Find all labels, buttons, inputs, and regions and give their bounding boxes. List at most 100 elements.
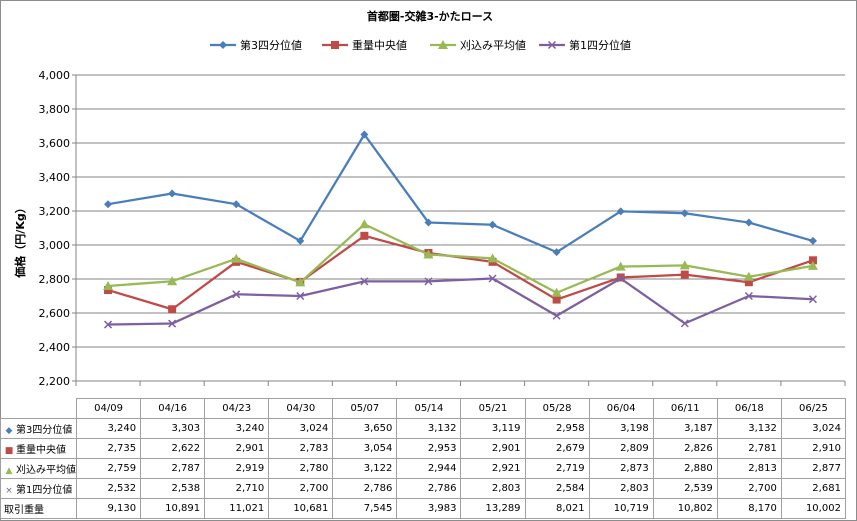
table-category-cell: 04/30	[268, 398, 334, 419]
table-value-cell: 3,024	[780, 418, 846, 439]
series-4	[104, 274, 817, 329]
data-point	[424, 218, 433, 227]
table-value-cell: 3,650	[332, 418, 398, 439]
data-point	[296, 291, 305, 301]
table-value-cell: 2,783	[268, 438, 334, 459]
y-tick-label: 2,800	[39, 273, 71, 286]
legend-marker	[547, 40, 557, 50]
legend-item: 重量中央値	[322, 38, 407, 52]
legend-key-icon: ▲	[5, 466, 13, 476]
series-line	[107, 223, 814, 294]
data-point	[552, 311, 561, 320]
data-point	[360, 231, 369, 240]
data-point	[680, 270, 689, 279]
y-tick-label: 4,000	[39, 69, 71, 82]
table-value-cell: 2,880	[652, 458, 718, 479]
y-tick-labels: 2,200 2,400 2,600 2,800 3,000 3,200 3,400 3,600…	[39, 69, 71, 388]
data-point	[744, 278, 753, 287]
table-value-cell: 3,983	[396, 498, 462, 519]
table-value-cell: 2,538	[140, 478, 206, 499]
data-point	[296, 236, 305, 245]
series-line	[107, 234, 814, 311]
legend-marker	[331, 41, 339, 49]
table-value-cell: 2,679	[524, 438, 590, 459]
table-header-row: 04/09 04/16 04/23 04/30 05/07 05/14 05/21 05/28…	[0, 398, 846, 419]
series-name: 刈込み平均値	[16, 465, 76, 476]
axes	[72, 74, 846, 386]
table-value-cell: 2,910	[780, 438, 846, 459]
data-point	[168, 305, 177, 314]
table-row-label: ■ 重量中央値	[0, 438, 77, 459]
table-value-cell: 2,786	[396, 478, 462, 499]
table-value-cell: 10,719	[588, 498, 654, 519]
line-chart: 首都圏-交雑3-かたロース 価格（円/Kg） 2,2002,4002,6002,…	[13, 9, 846, 388]
legend-item: 第1四分位値	[539, 38, 631, 52]
table-value-cell: 2,921	[460, 458, 526, 479]
table-value-cell: 10,802	[652, 498, 718, 519]
table-value-cell: 2,622	[140, 438, 206, 459]
table-value-cell: 2,780	[268, 458, 334, 479]
table-category-cell: 04/23	[204, 398, 270, 419]
table-value-cell: 2,958	[524, 418, 590, 439]
data-point	[424, 277, 433, 286]
table-category-cell: 05/28	[524, 398, 590, 419]
series-lines	[103, 130, 818, 329]
legend-label: 刈込み平均値	[460, 39, 526, 52]
table-value-cell: 2,759	[75, 458, 142, 479]
table-value-cell: 2,944	[396, 458, 462, 479]
table-row: × 第1四分位値 2,532 2,538 2,710 2,700 2,786 2,786 2,8…	[0, 478, 846, 499]
table-value-cell: 2,919	[204, 458, 270, 479]
table-value-cell: 3,054	[332, 438, 398, 459]
table-value-cell: 3,122	[332, 458, 398, 479]
y-tick-label: 2,400	[39, 341, 71, 354]
data-point	[744, 291, 753, 301]
table-value-cell: 8,170	[716, 498, 782, 519]
legend-label: 第3四分位値	[240, 38, 302, 52]
table-value-cell: 10,002	[780, 498, 846, 519]
table-value-cell: 3,132	[396, 418, 462, 439]
table-row-volume: 取引重量 9,130 10,891 11,021 10,681 7,545 3,983 13,…	[0, 498, 846, 519]
table-value-cell: 2,953	[396, 438, 462, 459]
table-category-cell: 06/18	[716, 398, 782, 419]
table-value-cell: 3,198	[588, 418, 654, 439]
table-value-cell: 2,719	[524, 458, 590, 479]
data-point	[808, 295, 817, 304]
data-point	[360, 277, 369, 286]
data-point	[680, 319, 689, 328]
table-value-cell: 2,803	[588, 478, 654, 499]
chart-title: 首都圏-交雑3-かたロース	[367, 9, 493, 23]
data-point	[743, 271, 754, 281]
table-value-cell: 2,532	[75, 478, 142, 499]
legend-marker	[438, 40, 448, 49]
y-tick-label: 2,600	[39, 307, 71, 320]
data-point	[103, 280, 114, 290]
y-axis-label: 価格（円/Kg）	[13, 202, 27, 278]
series-2	[104, 231, 817, 314]
table-value-cell: 3,024	[268, 418, 334, 439]
legend-item: 刈込み平均値	[430, 39, 526, 52]
table-value-cell: 10,891	[140, 498, 206, 519]
data-point	[487, 253, 498, 263]
data-point	[104, 286, 113, 295]
table-value-cell: 2,901	[460, 438, 526, 459]
y-tick-label: 3,600	[39, 137, 71, 150]
legend-marker	[219, 41, 227, 49]
data-point	[232, 290, 241, 299]
table-value-cell: 2,700	[268, 478, 334, 499]
series-line	[108, 277, 814, 326]
legend-key-icon: ×	[5, 486, 13, 496]
data-point	[680, 209, 689, 218]
table-row-label: 取引重量	[0, 498, 77, 519]
table-value-cell: 2,781	[716, 438, 782, 459]
data-table: 04/09 04/16 04/23 04/30 05/07 05/14 05/21 05/28…	[0, 398, 846, 519]
data-point	[616, 207, 625, 216]
table-category-cell: 05/14	[396, 398, 462, 419]
data-point	[423, 249, 434, 259]
grid-lines	[76, 74, 845, 382]
table-value-cell: 3,240	[204, 418, 270, 439]
table-value-cell: 3,119	[460, 418, 526, 439]
table-row: ■ 重量中央値 2,735 2,622 2,901 2,783 3,054 2,953 2,90…	[0, 438, 846, 459]
data-point	[807, 260, 818, 270]
data-point	[808, 236, 817, 245]
table-value-cell: 8,021	[524, 498, 590, 519]
